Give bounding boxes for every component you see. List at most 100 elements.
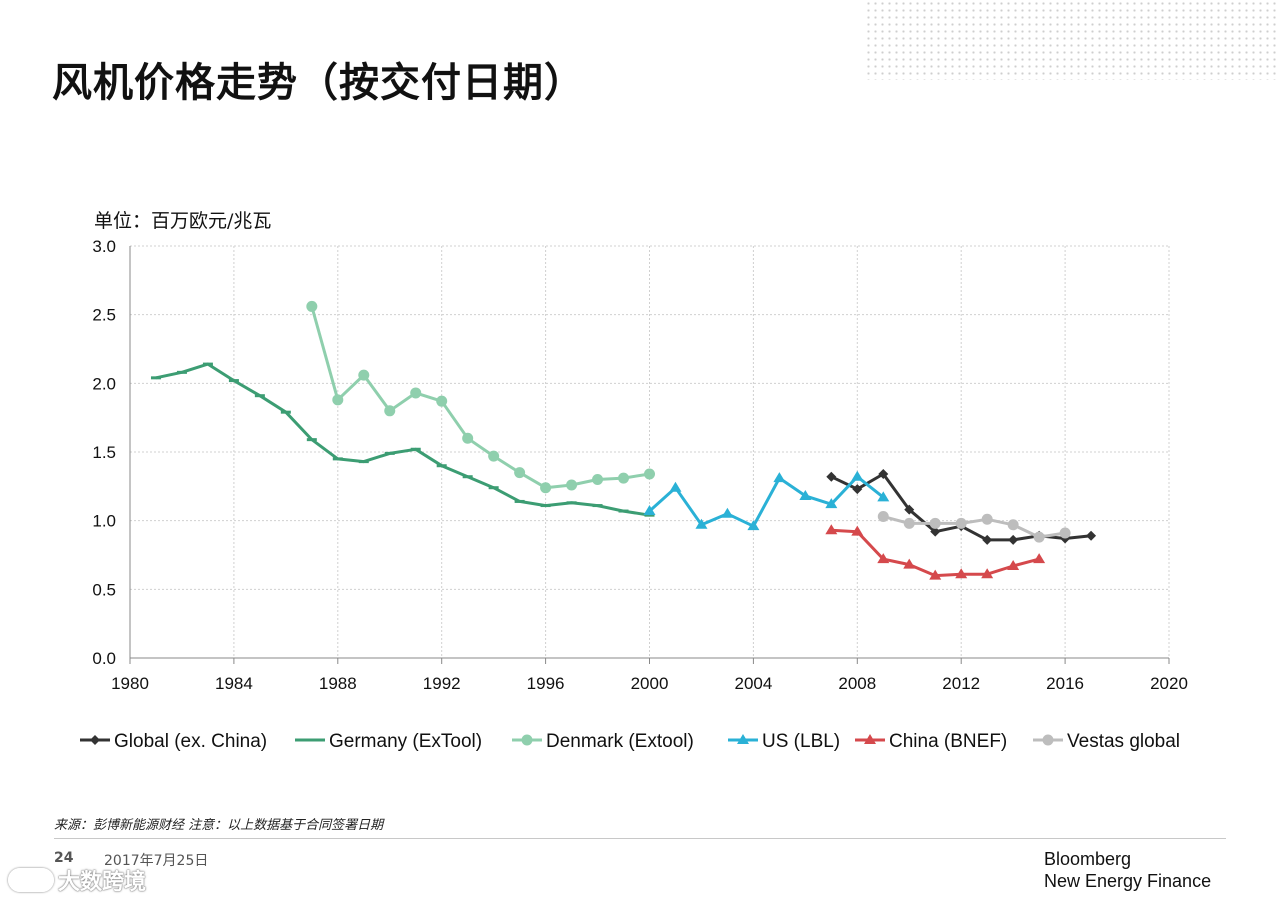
data-point xyxy=(462,432,474,444)
legend-swatch-marker xyxy=(305,738,315,742)
legend-label: Global (ex. China) xyxy=(114,731,267,752)
series-5 xyxy=(877,511,1071,543)
data-point xyxy=(877,553,890,564)
brand-line-1: Bloomberg xyxy=(1044,849,1132,869)
data-point xyxy=(436,464,447,468)
data-point xyxy=(930,526,941,537)
data-point xyxy=(1059,527,1071,539)
data-point xyxy=(877,511,889,523)
data-point xyxy=(254,394,265,398)
data-point xyxy=(462,475,473,479)
legend-label: China (BNEF) xyxy=(889,731,1007,752)
x-tick-label: 2016 xyxy=(1046,674,1084,693)
data-point xyxy=(903,517,915,529)
legend-item: US (LBL) xyxy=(728,731,840,752)
data-point xyxy=(384,451,395,455)
x-tick-label: 1988 xyxy=(319,674,357,693)
data-point xyxy=(826,471,837,482)
series-4 xyxy=(825,524,1046,580)
data-point xyxy=(669,481,682,492)
legend-item: Denmark (Extool) xyxy=(512,731,694,752)
data-point xyxy=(280,410,291,414)
data-point xyxy=(384,405,396,417)
watermark-text: 大数跨境 xyxy=(58,870,147,895)
data-point xyxy=(566,479,578,491)
data-point xyxy=(825,498,838,509)
data-point xyxy=(202,362,213,366)
data-point xyxy=(488,450,500,462)
data-point xyxy=(358,369,370,381)
data-point xyxy=(852,484,863,495)
data-point xyxy=(436,395,448,407)
data-point xyxy=(1007,519,1019,531)
data-point xyxy=(1033,531,1045,543)
data-point xyxy=(1007,559,1020,570)
data-point xyxy=(1033,553,1046,564)
x-tick-label: 2008 xyxy=(838,674,876,693)
data-point xyxy=(904,504,915,515)
data-point xyxy=(851,525,864,536)
price-trend-chart: 0.0 0.5 1.0 1.5 2.0 2.5 3.0 1980 1984 1988 1992 199… xyxy=(80,237,1188,752)
x-tick-label: 1984 xyxy=(215,674,253,693)
decorative-dot-pattern xyxy=(865,0,1280,80)
data-point xyxy=(955,568,968,579)
series-line xyxy=(155,362,650,517)
data-point xyxy=(514,467,526,479)
series-3 xyxy=(643,470,890,531)
source-note: 来源：彭博新能源财经 注意：以上数据基于合同签署日期 xyxy=(54,818,384,833)
legend-item: China (BNEF) xyxy=(855,731,1007,752)
legend-label: Denmark (Extool) xyxy=(546,731,694,752)
data-point xyxy=(982,534,993,545)
data-point xyxy=(540,504,551,508)
legend-item: Germany (ExTool) xyxy=(295,731,482,752)
data-point xyxy=(306,438,317,442)
legend-swatch-marker xyxy=(737,734,749,744)
footer-divider xyxy=(54,838,1226,839)
legend-item: Global (ex. China) xyxy=(80,731,267,752)
data-point xyxy=(877,491,890,502)
series-line xyxy=(648,475,885,528)
data-point xyxy=(1086,530,1097,541)
data-point xyxy=(150,376,161,380)
data-point xyxy=(540,482,552,494)
data-point xyxy=(1008,534,1019,545)
data-point xyxy=(644,513,655,517)
data-point xyxy=(410,447,421,451)
chart-grid xyxy=(129,245,1170,659)
y-axis-unit-label: 单位：百万欧元/兆瓦 xyxy=(94,210,272,232)
data-point xyxy=(851,470,864,481)
series-2 xyxy=(306,300,655,494)
data-point xyxy=(643,505,656,516)
data-point xyxy=(929,569,942,580)
y-tick-label: 0.5 xyxy=(92,580,116,599)
y-tick-label: 2.5 xyxy=(92,306,116,325)
data-point xyxy=(488,486,499,490)
data-point xyxy=(592,504,603,508)
footer-date: 2017年7月25日 xyxy=(104,853,209,869)
data-point xyxy=(799,489,812,500)
page-title: 风机价格走势（按交付日期） xyxy=(52,60,585,106)
x-tick-label: 2004 xyxy=(734,674,772,693)
data-point xyxy=(410,387,422,399)
series-1 xyxy=(150,362,655,517)
data-point xyxy=(228,379,239,383)
data-point xyxy=(721,507,734,518)
data-point xyxy=(592,473,604,485)
data-point xyxy=(878,468,889,479)
data-point xyxy=(332,457,343,461)
x-tick-label: 1980 xyxy=(111,674,149,693)
data-point xyxy=(306,300,318,312)
x-tick-label: 1992 xyxy=(423,674,461,693)
data-point xyxy=(644,468,655,480)
data-point xyxy=(955,517,967,529)
brand-logo: Bloomberg New Energy Finance xyxy=(1044,848,1211,892)
data-point xyxy=(981,568,994,579)
watermark: 大数跨境 xyxy=(8,864,146,896)
legend-swatch-marker xyxy=(90,735,100,745)
data-point xyxy=(747,520,760,531)
chart-series xyxy=(150,300,1097,580)
data-point xyxy=(566,501,577,505)
data-point xyxy=(358,460,369,464)
data-point xyxy=(695,518,708,529)
data-point xyxy=(514,499,525,503)
